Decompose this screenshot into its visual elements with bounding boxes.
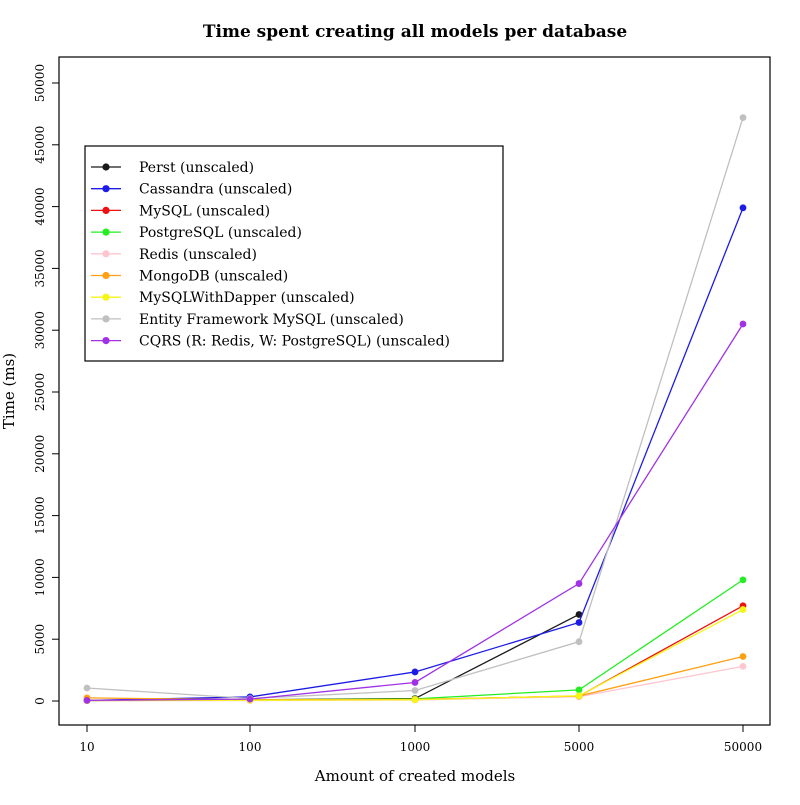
- y-tick-label: 15000: [33, 497, 47, 535]
- data-point: [575, 619, 583, 626]
- y-axis-label: Time (ms): [0, 353, 18, 429]
- x-tick-label: 50000: [724, 740, 762, 754]
- legend-swatch-marker: [102, 228, 110, 236]
- legend-swatch-marker: [102, 185, 110, 193]
- y-tick-label: 50000: [33, 64, 47, 102]
- y-tick-label: 25000: [33, 373, 47, 411]
- x-tick-label: 5000: [564, 740, 595, 754]
- series-line: [86, 605, 744, 702]
- data-point: [739, 114, 747, 122]
- data-point: [739, 204, 747, 212]
- legend-entry-mysqlwithdapper-unscaled: MySQLWithDapper (unscaled): [91, 290, 355, 306]
- legend-entry-postgresql-unscaled: PostgreSQL (unscaled): [91, 225, 302, 241]
- y-tick-label: 10000: [33, 558, 47, 596]
- legend-swatch-marker: [102, 293, 110, 301]
- legend-entry-cqrs-r-redis-w-postgresql-unscaled: CQRS (R: Redis, W: PostgreSQL) (unscaled…: [91, 334, 450, 350]
- legend-entry-mongodb-unscaled: MongoDB (unscaled): [91, 269, 288, 285]
- legend-swatch-marker: [102, 271, 110, 280]
- data-point: [739, 576, 747, 584]
- y-tick-label: 45000: [33, 126, 47, 164]
- chart-title: Time spent creating all models per datab…: [203, 22, 627, 42]
- series-perst-unscaled: [83, 611, 583, 705]
- legend-label: Entity Framework MySQL (unscaled): [139, 312, 404, 328]
- x-axis: 10 100 1000 5000 50000: [79, 724, 762, 754]
- y-axis: 0 5000 10000 15000 20000 25000 30000 35000 40000…: [33, 64, 60, 705]
- x-tick-label: 10: [79, 740, 94, 754]
- data-point: [739, 662, 747, 670]
- legend-entry-redis-unscaled: Redis (unscaled): [91, 247, 257, 263]
- legend-label: Redis (unscaled): [139, 247, 257, 263]
- series-line: [86, 608, 744, 702]
- series-entity-framework-mysql-unscaled: [83, 114, 747, 702]
- legend-entry-mysql-unscaled: MySQL (unscaled): [91, 203, 270, 219]
- legend: Perst (unscaled) Cassandra (unscaled) MySQ…: [84, 145, 504, 362]
- data-point: [739, 653, 747, 660]
- series-layer: [83, 114, 747, 705]
- legend-box: [84, 145, 504, 362]
- legend-swatch-marker: [102, 337, 110, 345]
- legend-label: MySQLWithDapper (unscaled): [139, 290, 355, 306]
- data-point: [83, 696, 91, 704]
- legend-label: PostgreSQL (unscaled): [139, 225, 302, 241]
- y-tick-label: 0: [33, 697, 47, 705]
- series-line: [86, 323, 744, 702]
- series-cqrs-r-redis-w-postgresql-unscaled: [83, 320, 747, 704]
- y-tick-label: 20000: [33, 435, 47, 473]
- data-point: [575, 686, 583, 694]
- data-point: [83, 684, 91, 692]
- y-tick-label: 35000: [33, 249, 47, 287]
- x-tick-label: 1000: [400, 740, 431, 754]
- legend-swatch-marker: [102, 163, 110, 171]
- legend-swatch-marker: [102, 250, 110, 258]
- legend-label: MySQL (unscaled): [139, 203, 270, 219]
- legend-entry-entity-framework-mysql-unscaled: Entity Framework MySQL (unscaled): [91, 312, 404, 328]
- legend-entry-perst-unscaled: Perst (unscaled): [91, 160, 254, 176]
- legend-label: Perst (unscaled): [139, 160, 254, 176]
- data-point: [411, 668, 419, 676]
- data-point: [739, 606, 747, 613]
- legend-label: MongoDB (unscaled): [139, 269, 288, 285]
- data-point: [575, 692, 583, 700]
- data-point: [411, 696, 419, 704]
- data-point: [411, 679, 419, 686]
- data-point: [575, 611, 583, 618]
- legend-swatch-marker: [102, 206, 110, 214]
- legend-label: Cassandra (unscaled): [139, 182, 292, 198]
- legend-label: CQRS (R: Redis, W: PostgreSQL) (unscaled…: [139, 334, 450, 350]
- data-point: [575, 638, 583, 646]
- data-point: [575, 580, 583, 587]
- x-tick-label: 100: [239, 740, 262, 754]
- y-tick-label: 30000: [33, 311, 47, 349]
- x-axis-label: Amount of created models: [314, 767, 515, 785]
- y-tick-label: 5000: [33, 624, 47, 655]
- data-point: [739, 320, 747, 328]
- data-point: [246, 695, 254, 703]
- legend-swatch-marker: [102, 315, 110, 323]
- legend-entry-cassandra-unscaled: Cassandra (unscaled): [91, 182, 292, 198]
- y-tick-label: 40000: [33, 188, 47, 226]
- data-point: [411, 687, 419, 694]
